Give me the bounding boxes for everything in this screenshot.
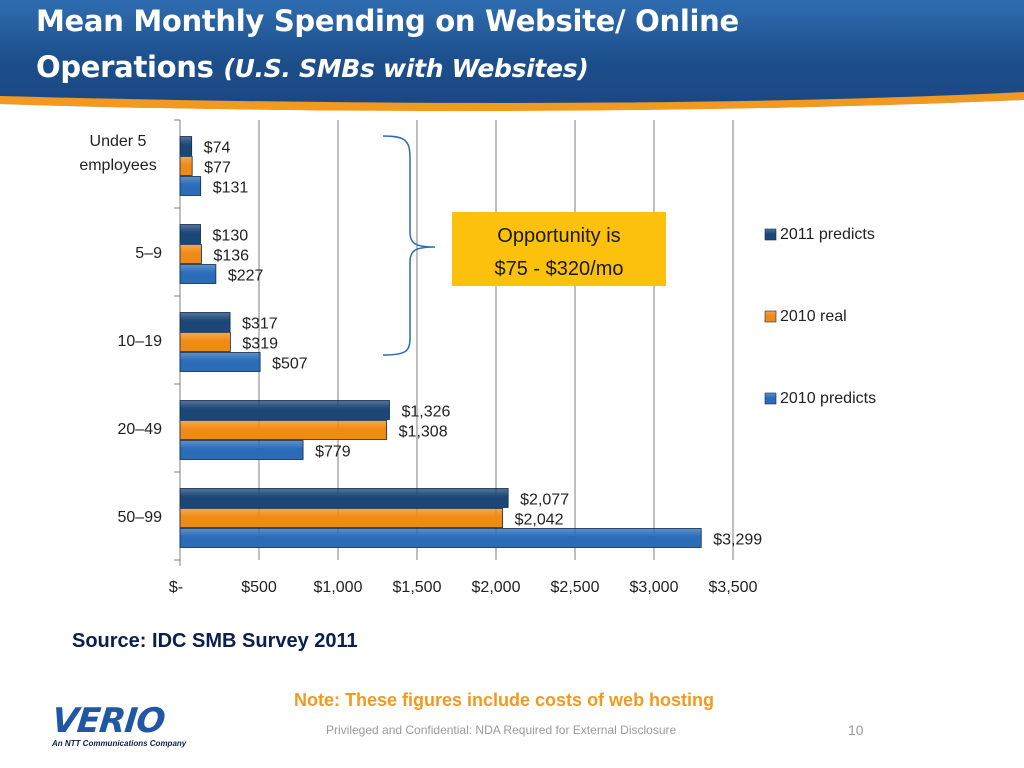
data-label: $2,077: [520, 492, 569, 509]
bar-2010-predicts: [179, 440, 304, 460]
bar-chart: $- $500 $1,000 $1,500 $2,000 $2,500 $3,000 $3,5…: [79, 119, 876, 596]
page-title-line2-text: Operations: [36, 50, 224, 84]
opportunity-box: [452, 212, 666, 286]
legend-label: 2010 real: [780, 308, 847, 325]
legend-swatch: [764, 392, 777, 405]
bar-2010-real: [179, 508, 504, 528]
category-label: Under 5: [90, 133, 147, 150]
legend-swatch: [764, 228, 777, 241]
x-tick-label: $1,000: [314, 579, 363, 596]
legend-label: 2010 predicts: [780, 390, 876, 407]
page-title-line2: Operations (U.S. SMBs with Websites): [36, 50, 589, 84]
category-label: employees: [79, 157, 156, 174]
data-label: $1,326: [402, 404, 451, 421]
data-label: $77: [204, 160, 231, 177]
bar-2010-predicts: [179, 264, 217, 284]
bar-2011-predicts: [179, 400, 390, 420]
source-text: Source: IDC SMB Survey 2011: [72, 630, 358, 652]
x-tick-label: $500: [241, 579, 277, 596]
x-tick-label: $-: [169, 579, 183, 596]
logo-word: VERIO: [49, 701, 167, 741]
confidential-text: Privileged and Confidential: NDA Require…: [326, 723, 677, 737]
header-bar: Mean Monthly Spending on Website/ Online…: [0, 0, 1024, 112]
category-label: 20–49: [118, 421, 163, 438]
x-tick-label: $2,500: [551, 579, 600, 596]
data-label: $317: [242, 316, 278, 333]
opportunity-text: Opportunity is: [497, 225, 620, 247]
opportunity-text: $75 - $320/mo: [495, 258, 624, 280]
data-label: $130: [213, 228, 249, 245]
data-label: $2,042: [515, 512, 564, 529]
data-label: $319: [242, 336, 278, 353]
data-label: $779: [315, 444, 351, 461]
verio-logo: VERIO An NTT Communications Company: [49, 701, 187, 748]
note-text: Note: These figures include costs of web…: [294, 690, 715, 710]
curly-brace: [382, 135, 436, 356]
x-tick-label: $2,000: [472, 579, 521, 596]
x-tick-label: $1,500: [393, 579, 442, 596]
data-label: $131: [213, 180, 249, 197]
bar-2010-predicts: [179, 352, 261, 372]
x-tick-label: $3,000: [630, 579, 679, 596]
data-label: $1,308: [399, 424, 448, 441]
category-label: 10–19: [118, 333, 163, 350]
page-subtitle: (U.S. SMBs with Websites): [223, 54, 589, 83]
bar-2010-real: [179, 244, 202, 264]
bar-2010-real: [179, 156, 193, 176]
data-label: $136: [213, 248, 249, 265]
bar-2010-real: [179, 332, 231, 352]
data-label: $74: [204, 140, 231, 157]
category-label: 50–99: [118, 509, 163, 526]
logo-tagline: An NTT Communications Company: [52, 739, 187, 748]
bar-2010-predicts: [179, 176, 202, 196]
legend-swatch: [764, 310, 777, 323]
data-label: $227: [228, 268, 264, 285]
header-swoosh: [0, 92, 1024, 112]
bar-2011-predicts: [179, 136, 193, 156]
bar-2011-predicts: [179, 312, 231, 332]
page-title: Mean Monthly Spending on Website/ Online: [36, 4, 739, 38]
legend-label: 2011 predicts: [780, 226, 875, 243]
bar-2011-predicts: [179, 488, 509, 508]
data-label: $3,299: [713, 532, 762, 549]
page-number: 10: [848, 722, 864, 738]
bar-2010-predicts: [179, 528, 702, 548]
x-tick-label: $3,500: [709, 579, 758, 596]
category-label: 5–9: [135, 245, 162, 262]
data-label: $507: [272, 356, 308, 373]
bar-2011-predicts: [179, 224, 201, 244]
bar-2010-real: [179, 420, 388, 440]
